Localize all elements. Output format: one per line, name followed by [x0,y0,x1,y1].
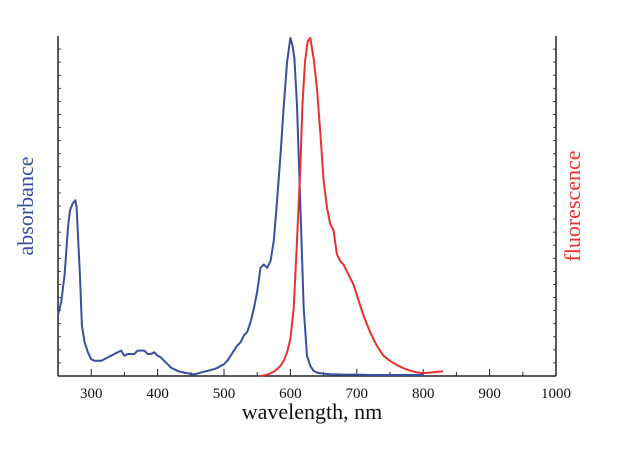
x-tick-label: 700 [346,386,369,402]
series-group [57,37,444,377]
x-axis-title: wavelength, nm [242,399,383,424]
y-axis-title-absorbance: absorbance [13,157,38,256]
fluorescence-line [260,37,444,377]
absorbance-line [57,37,424,376]
x-tick-label: 1000 [541,386,571,402]
x-tick-label: 600 [279,386,302,402]
axes [57,36,557,377]
x-tick-label: 900 [478,386,501,402]
x-tick-label: 800 [412,386,435,402]
x-ticks: 300 400 500 600 700 800 900 1000 [57,48,571,402]
x-tick-label: 500 [213,386,236,402]
x-tick-label: 400 [146,386,169,402]
y-axis-title-fluorescence: fluorescence [560,150,585,261]
x-tick-label: 300 [80,386,103,402]
